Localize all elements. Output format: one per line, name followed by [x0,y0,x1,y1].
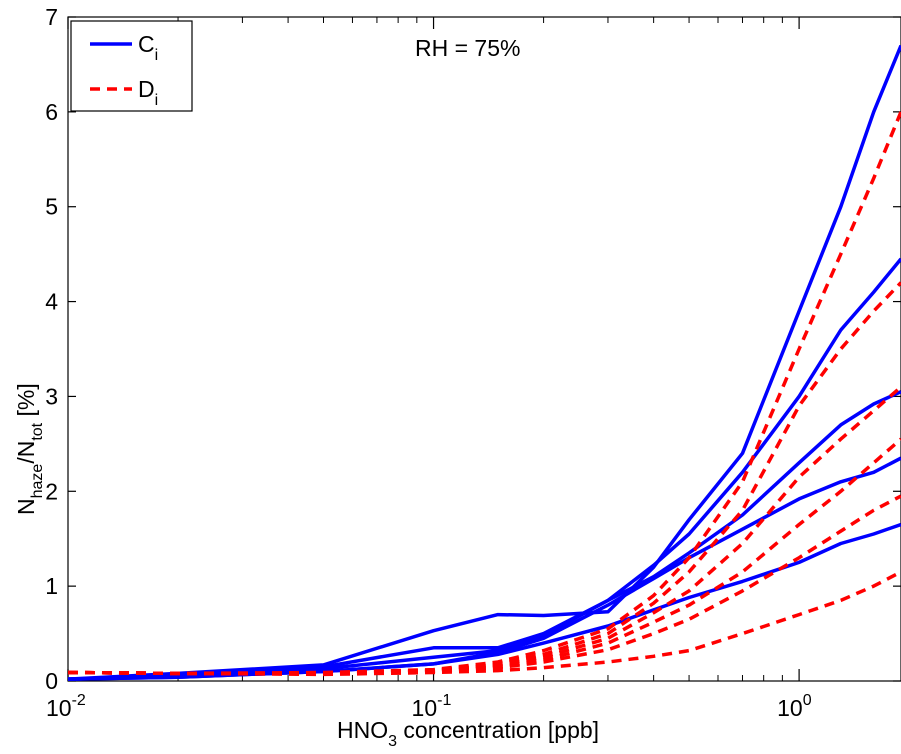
x-axis-label-rest: concentration [ppb] [397,717,599,743]
y-tick-label: 6 [45,99,58,125]
y-tick-label: 3 [45,383,58,409]
y-axis-label-s2: tot [29,422,46,440]
y-tick-label: 5 [45,194,58,220]
x-axis-label-sub: 3 [388,733,397,750]
legend-box [70,20,193,112]
x-tick-labels: 10-2 10-1 100 [46,692,812,721]
series-line-d-10 [67,570,901,677]
y-tick-label: 0 [45,668,58,694]
annotation-text: RH = 75% [415,35,520,61]
y-tick-label: 4 [45,289,58,315]
series-line-c-1 [67,257,901,681]
legend-label-c: Ci [138,31,158,64]
series-line-c-2 [67,390,901,681]
y-axis-label-s1: haze [29,464,46,499]
y-tick-label: 2 [45,478,58,504]
plot-area [67,16,901,682]
legend: Ci Di [70,20,193,112]
x-tick-label: 100 [777,692,812,721]
x-tick-label: 10-1 [412,692,452,721]
series-group [67,44,901,681]
y-tick-labels: 0 1 2 3 4 5 6 7 [45,4,58,694]
y-axis-label-rest: [%] [13,383,39,423]
x-axis-label: HNO3 concentration [ppb] [337,717,599,750]
y-axis-label: Nhaze/Ntot [%] [13,383,46,515]
y-tick-label: 1 [45,573,58,599]
y-tick-label: 7 [45,4,58,30]
legend-label-d: Di [138,76,158,109]
x-axis-label-main: HNO [337,717,388,743]
series-line-c-4 [67,522,901,681]
x-tick-label: 10-2 [46,692,86,721]
y-axis-label-n1: N [13,498,39,515]
y-axis-label-mid: /N [13,441,39,464]
